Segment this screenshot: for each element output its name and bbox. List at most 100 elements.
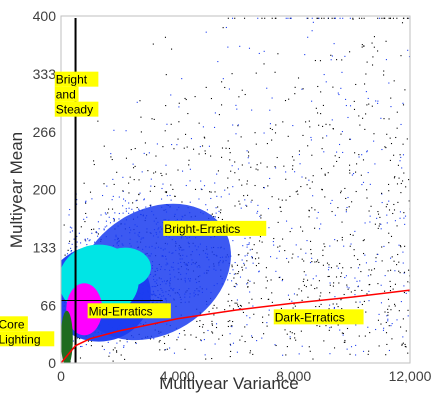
- data-point-dense: [161, 295, 163, 297]
- data-point-sparse: [232, 269, 234, 271]
- data-point-sparse: [257, 169, 259, 171]
- data-point-sparse: [361, 17, 363, 19]
- data-point-sparse: [387, 298, 390, 300]
- data-point-sparse: [109, 222, 112, 224]
- data-point-sparse: [244, 199, 246, 201]
- data-point-sparse: [215, 207, 217, 209]
- data-point-sparse: [69, 240, 71, 242]
- data-point-dense: [159, 231, 161, 233]
- data-point-dense: [117, 241, 119, 243]
- data-point-sparse: [301, 88, 303, 90]
- data-point-sparse: [321, 148, 323, 150]
- data-point-sparse: [371, 64, 374, 66]
- data-point-sparse: [349, 169, 351, 171]
- data-point-sparse: [344, 187, 346, 190]
- data-point-sparse: [383, 327, 385, 329]
- data-point-sparse: [184, 348, 186, 350]
- data-point-sparse: [215, 323, 218, 325]
- data-point-sparse: [294, 171, 296, 173]
- data-point-sparse: [284, 250, 286, 252]
- data-point-sparse: [390, 97, 392, 99]
- data-point-sparse: [334, 155, 336, 157]
- data-point-sparse: [373, 36, 375, 38]
- data-point-sparse: [306, 240, 308, 242]
- data-point-sparse: [259, 236, 262, 238]
- data-point-dense: [165, 264, 167, 266]
- data-point-sparse: [269, 123, 271, 125]
- data-point-sparse: [325, 123, 327, 125]
- data-point-sparse: [349, 51, 351, 53]
- data-point-sparse: [296, 190, 298, 192]
- data-point-dense: [125, 208, 127, 210]
- data-point-sparse: [227, 177, 229, 179]
- data-point-dense: [158, 297, 160, 299]
- data-point-sparse: [316, 325, 318, 327]
- data-point-dense: [258, 270, 260, 272]
- data-point-sparse: [249, 237, 251, 239]
- data-point-sparse: [368, 300, 370, 302]
- data-point-sparse: [267, 185, 269, 187]
- data-point-dense: [175, 249, 177, 251]
- data-point-dense: [151, 286, 153, 288]
- data-point-sparse: [400, 246, 402, 248]
- data-point-sparse: [407, 309, 409, 311]
- data-point-sparse: [347, 288, 349, 290]
- data-point-dense: [241, 259, 243, 261]
- data-point-sparse: [166, 195, 168, 197]
- data-point-sparse: [391, 256, 393, 258]
- data-point-sparse: [377, 253, 379, 255]
- data-point-sparse: [389, 17, 392, 19]
- data-point-sparse: [314, 209, 316, 211]
- data-point-sparse: [327, 269, 330, 271]
- data-point-sparse: [349, 138, 351, 140]
- data-point-sparse: [211, 331, 213, 333]
- data-point-sparse: [116, 351, 118, 353]
- data-point-dense: [159, 284, 161, 286]
- data-point-dense: [76, 199, 78, 201]
- region-label-text: Steady: [56, 103, 93, 117]
- data-point-dense: [68, 214, 70, 216]
- data-point-sparse: [385, 59, 387, 61]
- data-point-sparse: [368, 269, 370, 271]
- data-point-sparse: [297, 193, 299, 195]
- data-point-sparse: [309, 350, 311, 352]
- data-point-dense: [233, 273, 235, 275]
- data-point-sparse: [365, 311, 367, 313]
- data-point-sparse: [162, 146, 164, 148]
- data-point-dense: [178, 294, 180, 296]
- data-point-sparse: [165, 105, 167, 107]
- data-point-sparse: [281, 280, 283, 282]
- data-point-sparse: [393, 203, 395, 206]
- data-point-sparse: [403, 217, 405, 219]
- data-point-dense: [142, 284, 144, 286]
- data-point-sparse: [160, 172, 162, 174]
- data-point-sparse: [274, 17, 276, 19]
- data-point-dense: [220, 196, 222, 198]
- data-point-sparse: [358, 115, 360, 117]
- data-point-dense: [178, 249, 181, 251]
- data-point-sparse: [404, 245, 406, 247]
- data-point-sparse: [265, 287, 267, 289]
- data-point-sparse: [289, 231, 291, 233]
- data-point-sparse: [90, 228, 93, 231]
- data-point-sparse: [143, 199, 145, 201]
- data-point-sparse: [120, 354, 122, 356]
- data-point-sparse: [385, 40, 387, 42]
- data-point-dense: [148, 246, 150, 248]
- data-point-sparse: [337, 267, 339, 269]
- data-point-sparse: [201, 326, 204, 328]
- data-point-dense: [180, 237, 182, 239]
- data-point-sparse: [308, 179, 310, 181]
- data-point-sparse: [246, 254, 248, 256]
- data-point-sparse: [288, 261, 290, 263]
- data-point-sparse: [336, 59, 338, 61]
- data-point-dense: [163, 280, 165, 282]
- data-point-sparse: [361, 154, 363, 156]
- data-point-sparse: [366, 61, 368, 63]
- data-point-sparse: [227, 46, 229, 48]
- data-point-sparse: [397, 253, 399, 256]
- data-point-sparse: [286, 333, 288, 335]
- data-point-sparse: [324, 246, 326, 248]
- data-point-sparse: [253, 244, 255, 246]
- data-point-dense: [199, 266, 201, 268]
